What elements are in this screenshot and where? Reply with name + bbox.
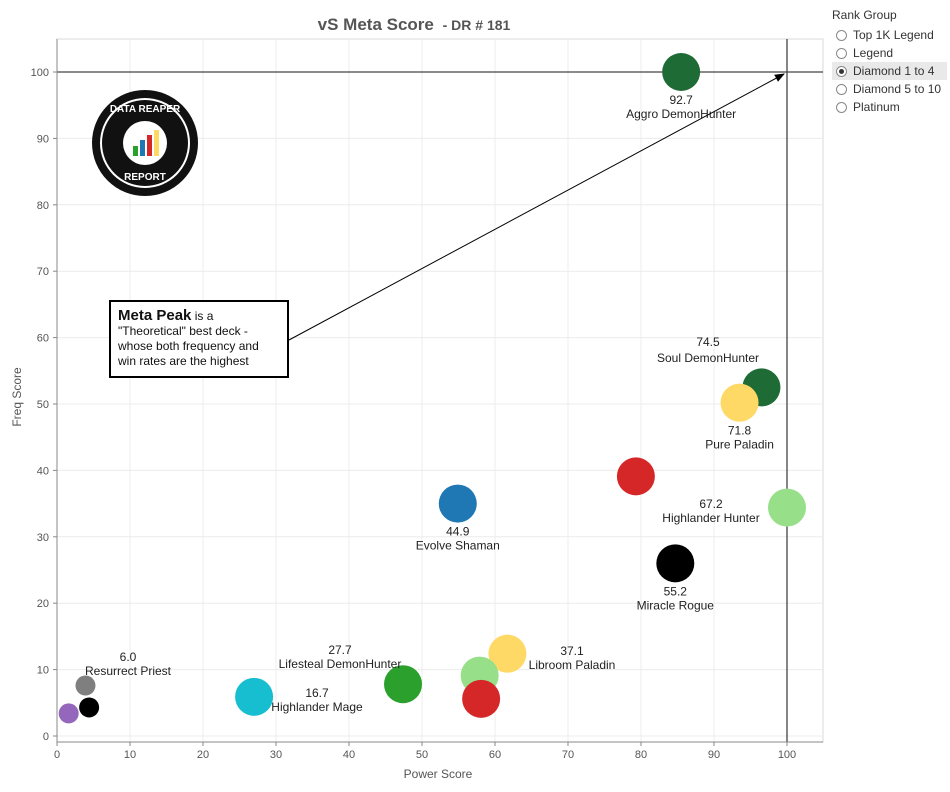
callout-text: is a "Theoretical" best deck - whose bot…: [118, 309, 259, 368]
data-label-score: 16.7: [305, 686, 329, 700]
y-tick-label: 60: [37, 333, 49, 345]
meta-peak-callout: Meta Peak is a "Theoretical" best deck -…: [109, 300, 289, 378]
rank-option-label: Legend: [853, 46, 894, 60]
radio-icon[interactable]: [836, 47, 847, 59]
chart-title: vS Meta Score - DR # 181: [318, 15, 511, 34]
data-point: [58, 703, 79, 724]
data-label-score: 74.5: [696, 335, 720, 349]
rank-option-diamond-5-10[interactable]: Diamond 5 to 10: [832, 80, 947, 98]
radio-icon[interactable]: [836, 83, 847, 95]
x-tick-label: 90: [708, 749, 720, 761]
data-label-name: Miracle Rogue: [637, 598, 715, 612]
x-axis-label: Power Score: [404, 767, 473, 781]
y-tick-label: 20: [37, 598, 49, 610]
data-point: [656, 544, 695, 583]
data-point: [79, 697, 100, 718]
x-tick-label: 30: [270, 749, 282, 761]
data-label-name: Lifesteal DemonHunter: [279, 657, 402, 671]
rank-option-label: Diamond 1 to 4: [853, 64, 935, 78]
data-reaper-logo: DATA REAPER REPORT: [90, 88, 200, 198]
data-point: [462, 679, 501, 718]
data-point: [384, 665, 423, 704]
x-tick-label: 40: [343, 749, 355, 761]
data-label-score: 6.0: [120, 650, 137, 664]
data-label-score: 27.7: [328, 643, 352, 657]
data-label-score: 37.1: [560, 644, 584, 658]
data-points: [58, 53, 806, 724]
data-label-score: 44.9: [446, 525, 470, 539]
y-tick-label: 40: [37, 465, 49, 477]
axes: 0 10 20 30 40 50 60 70 80 90 100 0 10 20 30 40 50 60 70 80 9…: [31, 39, 823, 761]
x-tick-label: 100: [778, 749, 796, 761]
data-label-name: Evolve Shaman: [416, 539, 500, 553]
y-tick-label: 90: [37, 133, 49, 145]
y-tick-label: 80: [37, 200, 49, 212]
data-label-name: Soul DemonHunter: [657, 351, 759, 365]
data-label-name: Pure Paladin: [705, 438, 774, 452]
y-tick-label: 70: [37, 266, 49, 278]
y-tick-label: 10: [37, 665, 49, 677]
data-point: [720, 383, 759, 422]
y-tick-label: 30: [37, 532, 49, 544]
x-tick-label: 80: [635, 749, 647, 761]
rank-option-platinum[interactable]: Platinum: [832, 98, 947, 116]
data-point: [488, 634, 527, 673]
x-tick-label: 0: [54, 749, 60, 761]
data-label-score: 67.2: [699, 497, 723, 511]
data-point: [616, 457, 655, 496]
callout-bold: Meta Peak: [118, 307, 192, 324]
rank-group-title: Rank Group: [832, 8, 897, 22]
chart-title-main: vS Meta Score: [318, 15, 434, 34]
x-tick-label: 20: [197, 749, 209, 761]
data-label-name: Libroom Paladin: [529, 658, 616, 672]
rank-option-label: Platinum: [853, 100, 900, 114]
radio-icon[interactable]: [836, 29, 847, 41]
chart-title-sub: - DR # 181: [443, 17, 511, 33]
meta-peak-arrow-line: [288, 73, 785, 341]
data-label-name: Highlander Mage: [271, 700, 363, 714]
x-tick-label: 60: [489, 749, 501, 761]
y-tick-label: 100: [31, 67, 49, 79]
radio-selected-icon[interactable]: [836, 65, 847, 77]
data-label-score: 55.2: [664, 584, 688, 598]
data-label-name: Aggro DemonHunter: [626, 107, 736, 121]
data-label-score: 71.8: [728, 424, 752, 438]
data-label-score: 92.7: [669, 93, 693, 107]
x-tick-label: 70: [562, 749, 574, 761]
rank-option-top-1k-legend[interactable]: Top 1K Legend: [832, 26, 947, 44]
rank-option-diamond-1-4[interactable]: Diamond 1 to 4: [832, 62, 947, 80]
rank-option-label: Diamond 5 to 10: [853, 82, 942, 96]
rank-group-filter: Rank Group Top 1K Legend Legend Diamond …: [832, 8, 947, 116]
meta-peak-arrow: [288, 73, 785, 341]
data-point: [235, 677, 274, 716]
logo-seal-icon: DATA REAPER REPORT: [92, 90, 198, 196]
data-label-name: Highlander Hunter: [662, 511, 759, 525]
rank-option-legend[interactable]: Legend: [832, 44, 947, 62]
svg-text:REPORT: REPORT: [124, 172, 166, 183]
data-point: [768, 488, 806, 527]
data-point: [662, 53, 701, 91]
data-point: [75, 675, 96, 696]
rank-option-label: Top 1K Legend: [853, 28, 934, 42]
svg-text:DATA REAPER: DATA REAPER: [110, 104, 181, 115]
data-point: [438, 484, 477, 523]
data-label-name: Resurrect Priest: [85, 664, 172, 678]
y-axis-label: Freq Score: [10, 367, 24, 427]
radio-icon[interactable]: [836, 101, 847, 113]
y-tick-label: 0: [43, 731, 49, 743]
y-tick-label: 50: [37, 399, 49, 411]
x-tick-label: 10: [124, 749, 136, 761]
x-tick-label: 50: [416, 749, 428, 761]
